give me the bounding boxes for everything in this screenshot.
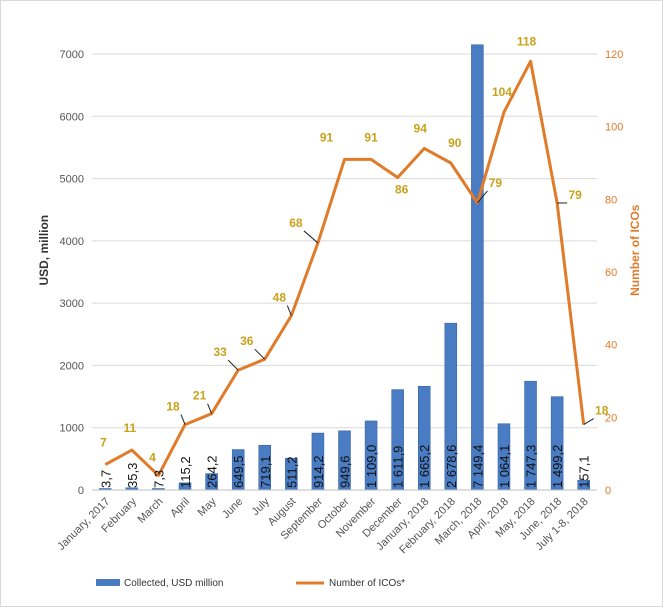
bar-value-label: 2 678,6 — [444, 445, 459, 488]
y-tick-label: 3000 — [60, 298, 84, 310]
y-tick-label: 5000 — [60, 174, 84, 186]
y2-tick-label: 40 — [605, 340, 617, 352]
icos-value-label: 18 — [595, 404, 609, 418]
icos-value-label: 86 — [395, 183, 409, 197]
icos-leader-line — [207, 403, 213, 414]
icos-value-label: 11 — [124, 421, 137, 435]
y2-tick-label: 120 — [605, 49, 623, 61]
bar-value-label: 511,2 — [284, 456, 299, 488]
icos-value-label: 4 — [149, 450, 156, 464]
icos-value-label: 94 — [414, 121, 428, 135]
bar-value-label: 914,2 — [311, 455, 326, 488]
y-axis-title: USD, million — [37, 215, 51, 286]
icos-value-label: 79 — [489, 176, 503, 190]
bar — [471, 44, 484, 491]
icos-leader-line — [286, 305, 292, 316]
bar-value-label: 3,7 — [98, 470, 113, 488]
icos-value-label: 18 — [166, 400, 180, 414]
icos-value-label: 118 — [517, 34, 537, 48]
y2-axis-title: Number of ICOs — [628, 204, 642, 296]
legend-bar-swatch — [96, 579, 120, 586]
icos-value-label: 68 — [289, 216, 303, 230]
bar-value-label: 649,5 — [231, 455, 246, 488]
legend-bar-label: Collected, USD million — [124, 578, 223, 589]
bar-value-label: 264,2 — [205, 455, 220, 488]
y-tick-label: 7000 — [60, 49, 84, 61]
bar-value-label: 1 109,0 — [364, 445, 379, 488]
icos-leader-line — [180, 414, 186, 425]
y2-tick-label: 0 — [605, 485, 611, 497]
y2-tick-label: 80 — [605, 194, 617, 206]
icos-value-label: 21 — [193, 389, 207, 403]
legend-line-label: Number of ICOs* — [329, 578, 405, 589]
y-tick-label: 2000 — [60, 360, 84, 372]
y-tick-label: 0 — [78, 485, 84, 497]
icos-value-label: 91 — [364, 130, 378, 144]
bar-value-label: 35,3 — [125, 463, 140, 488]
icos-leader-line — [254, 348, 266, 360]
bar-value-label: 7 149,4 — [470, 445, 485, 488]
y-tick-label: 4000 — [60, 236, 84, 248]
icos-value-label: 90 — [448, 136, 462, 150]
icos-value-label: 7 — [100, 436, 107, 450]
icos-value-label: 79 — [568, 188, 582, 202]
icos-value-label: 91 — [320, 130, 334, 144]
y2-tick-label: 20 — [605, 412, 617, 424]
bar-value-label: 719,1 — [258, 455, 273, 488]
bar-value-label: 1 665,2 — [417, 445, 432, 488]
icos-value-label: 104 — [492, 85, 512, 99]
icos-value-label: 33 — [214, 345, 228, 359]
bar-value-label: 949,6 — [338, 455, 353, 488]
bar-value-label: 157,1 — [577, 455, 592, 488]
icos-value-label: 48 — [273, 291, 287, 305]
y-tick-label: 1000 — [60, 423, 84, 435]
bar-value-label: 7,3 — [151, 470, 166, 488]
y2-tick-label: 100 — [605, 122, 623, 134]
bar-value-label: 1 499,2 — [550, 445, 565, 488]
icos-value-label: 36 — [240, 334, 254, 348]
icos-leader-line — [477, 190, 488, 204]
bar-value-label: 115,2 — [178, 456, 193, 488]
bar-value-label: 1 064,1 — [497, 445, 512, 488]
y2-tick-label: 60 — [605, 267, 617, 279]
icos-leader-line — [227, 359, 239, 371]
bar-value-label: 1 747,3 — [524, 445, 539, 488]
icos-leader-line — [303, 230, 319, 244]
bar-value-label: 1 611,9 — [391, 446, 406, 488]
icos-leader-line — [583, 418, 594, 426]
y-tick-label: 6000 — [60, 111, 84, 123]
